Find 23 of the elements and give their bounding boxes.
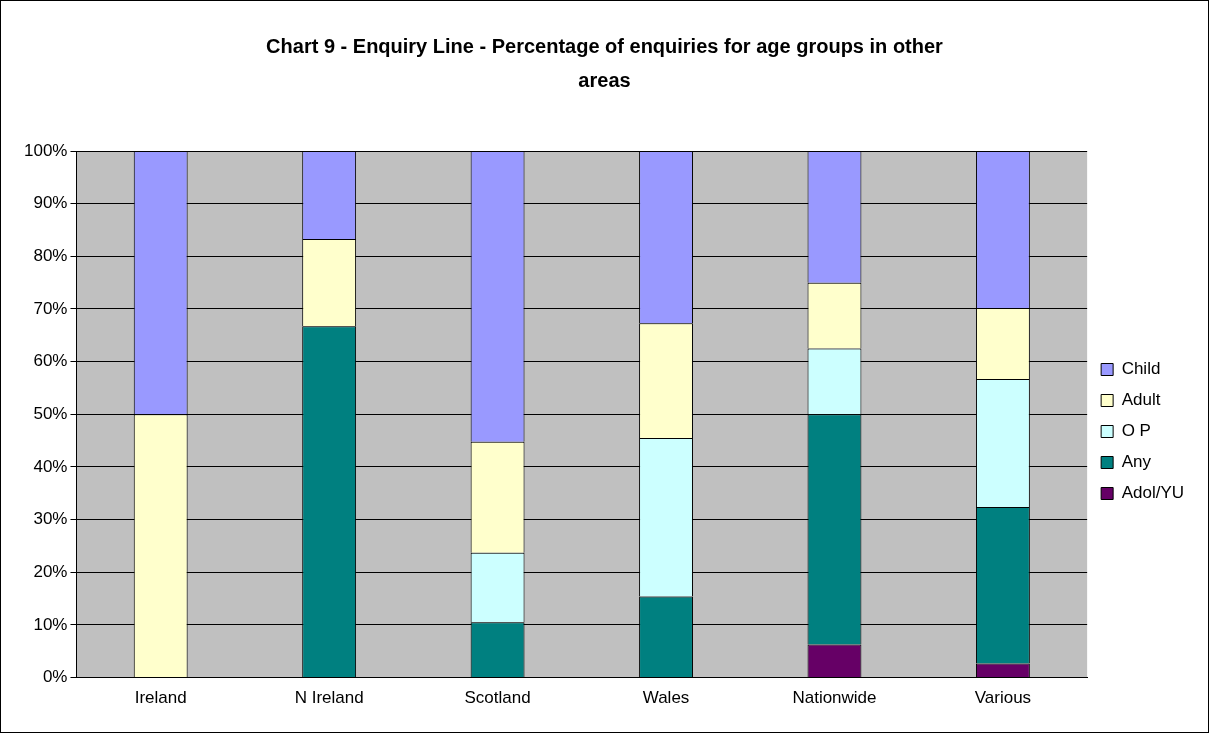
legend-label: O P: [1121, 421, 1151, 441]
y-tick-label: 10%: [33, 614, 68, 634]
y-tick-label: 50%: [33, 403, 68, 423]
y-tick-label: 70%: [33, 298, 68, 318]
y-tick-label: 80%: [33, 246, 68, 266]
legend-label: Adol/YU: [1121, 483, 1185, 503]
y-tick-label: 60%: [33, 351, 68, 371]
y-tick-label: 30%: [33, 509, 68, 529]
legend-label: Any: [1121, 452, 1152, 472]
legend-label: Adult: [1121, 390, 1161, 410]
y-tick-label: 0%: [42, 667, 68, 687]
y-tick-label: 20%: [33, 561, 68, 581]
y-tick-label: 40%: [33, 456, 68, 476]
x-tick-label: Ireland: [134, 688, 187, 708]
y-tick-label: 90%: [33, 193, 68, 213]
x-tick-label: Nationwide: [792, 688, 877, 708]
x-tick-label: Various: [974, 688, 1032, 708]
x-tick-label: N Ireland: [294, 688, 364, 708]
y-tick-label: 100%: [24, 140, 68, 160]
x-tick-label: Wales: [642, 688, 690, 708]
legend-label: Child: [1121, 359, 1161, 379]
x-tick-label: Scotland: [464, 688, 531, 708]
chart-title: Chart 9 - Enquiry Line - Percentage of enquiries for age groups in other areas: [265, 34, 944, 93]
